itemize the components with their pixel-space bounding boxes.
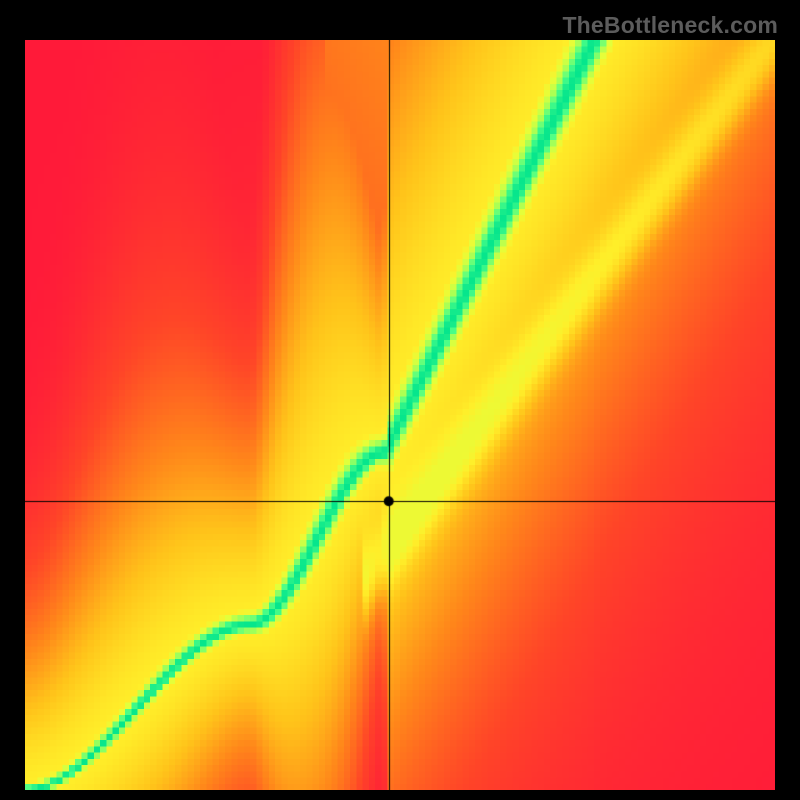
watermark-text: TheBottleneck.com [562, 12, 778, 39]
crosshair-overlay [25, 40, 775, 790]
